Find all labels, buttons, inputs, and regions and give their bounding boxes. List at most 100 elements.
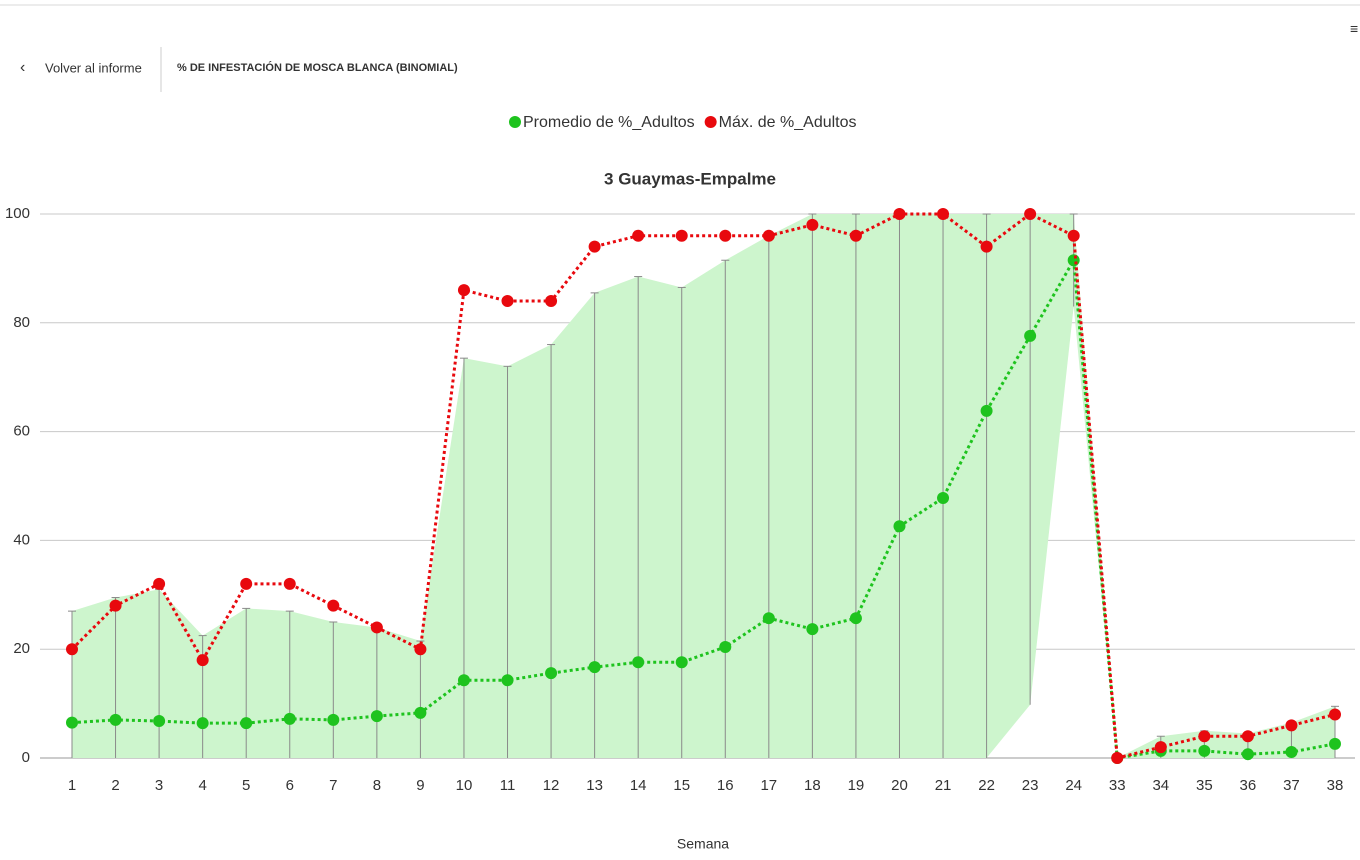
report-title: % DE INFESTACIÓN DE MOSCA BLANCA (BINOMI… — [177, 61, 458, 74]
x-tick-label: 8 — [373, 777, 381, 794]
data-point — [849, 229, 862, 242]
data-point — [1154, 741, 1167, 754]
data-point — [675, 229, 688, 242]
data-point — [545, 667, 558, 680]
data-point — [196, 717, 209, 730]
data-point — [196, 654, 209, 667]
x-tick-label: 36 — [1240, 777, 1257, 794]
x-tick-label: 38 — [1327, 777, 1344, 794]
data-point — [1241, 730, 1254, 743]
legend-label: Máx. de %_Adultos — [719, 114, 857, 131]
x-tick-label: 11 — [500, 777, 516, 794]
data-point — [370, 710, 383, 723]
y-tick-label: 100 — [5, 205, 30, 222]
data-point — [501, 674, 514, 687]
data-point — [893, 520, 906, 533]
data-point — [1111, 752, 1124, 764]
data-point — [1198, 730, 1211, 743]
data-point — [153, 577, 166, 590]
confidence-band — [72, 214, 1335, 758]
x-tick-label: 34 — [1152, 777, 1169, 794]
data-point — [66, 643, 78, 656]
x-tick-label: 23 — [1022, 777, 1039, 794]
x-tick-label: 6 — [286, 777, 294, 794]
y-tick-label: 0 — [22, 749, 30, 766]
back-link[interactable]: Volver al informe — [45, 60, 142, 75]
data-point — [109, 713, 122, 726]
filter-icon[interactable]: ≡ — [1350, 21, 1358, 37]
data-point — [980, 240, 993, 253]
data-point — [457, 674, 470, 687]
x-tick-label: 12 — [543, 777, 560, 794]
data-point — [762, 612, 775, 625]
legend-label: Promedio de %_Adultos — [523, 114, 695, 131]
data-point — [893, 208, 906, 220]
data-point — [1024, 208, 1037, 220]
data-point — [1067, 229, 1080, 242]
x-tick-label: 10 — [456, 777, 473, 794]
data-point — [1285, 719, 1298, 732]
data-point — [806, 218, 819, 231]
x-tick-label: 18 — [804, 777, 821, 794]
x-tick-label: 7 — [329, 777, 337, 794]
data-point — [632, 229, 645, 242]
y-tick-label: 40 — [13, 531, 30, 548]
data-point — [588, 661, 601, 674]
data-point — [1198, 744, 1211, 757]
data-point — [1329, 708, 1341, 721]
data-point — [1067, 254, 1080, 267]
data-point — [849, 612, 862, 625]
data-point — [719, 229, 732, 242]
data-point — [806, 623, 819, 636]
x-tick-label: 5 — [242, 777, 250, 794]
data-point — [66, 716, 78, 729]
data-point — [545, 295, 558, 308]
y-tick-label: 60 — [13, 423, 30, 440]
data-point — [762, 229, 775, 242]
x-tick-label: 15 — [673, 777, 690, 794]
data-point — [240, 577, 253, 590]
x-tick-label: 24 — [1065, 777, 1082, 794]
back-chevron[interactable]: ‹ — [20, 59, 25, 76]
series-line — [70, 212, 1336, 760]
data-point — [327, 713, 340, 726]
legend-swatch — [704, 116, 717, 128]
data-point — [109, 599, 122, 612]
x-tick-label: 9 — [416, 777, 424, 794]
data-point — [457, 284, 470, 297]
x-tick-label: 16 — [717, 777, 734, 794]
data-point — [414, 643, 427, 656]
x-tick-label: 3 — [155, 777, 163, 794]
data-point — [632, 656, 645, 669]
x-tick-label: 22 — [978, 777, 995, 794]
x-tick-label: 33 — [1109, 777, 1126, 794]
legend-swatch — [509, 116, 521, 128]
data-point — [370, 621, 383, 634]
data-point — [675, 656, 688, 669]
x-tick-label: 17 — [760, 777, 777, 794]
x-tick-label: 21 — [935, 777, 952, 794]
x-tick-label: 2 — [111, 777, 119, 794]
data-point — [588, 240, 601, 253]
data-point — [980, 404, 993, 417]
data-point — [1024, 329, 1037, 342]
data-point — [1285, 746, 1298, 759]
data-point — [283, 712, 296, 725]
x-tick-label: 14 — [630, 777, 647, 794]
data-point — [937, 491, 950, 504]
data-point — [1329, 737, 1341, 750]
chart-title: 3 Guaymas-Empalme — [604, 169, 776, 188]
y-tick-label: 20 — [13, 640, 30, 657]
x-tick-label: 20 — [891, 777, 908, 794]
legend: Promedio de %_Adultos Máx. de %_Adultos — [509, 114, 857, 131]
x-tick-label: 37 — [1283, 777, 1300, 794]
y-tick-label: 80 — [13, 314, 30, 331]
data-point — [283, 577, 296, 590]
x-axis-title: Semana — [677, 836, 729, 852]
data-point — [937, 208, 950, 220]
data-point — [501, 295, 514, 308]
data-point — [327, 599, 340, 612]
data-point — [414, 706, 427, 719]
data-point — [240, 717, 253, 730]
